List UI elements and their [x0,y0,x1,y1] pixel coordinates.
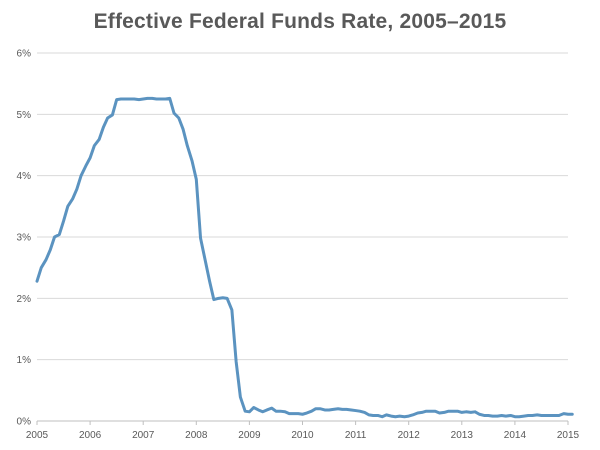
y-tick-label: 0% [17,417,32,428]
x-tick-label: 2007 [132,430,155,441]
chart-title: Effective Federal Funds Rate, 2005–2015 [93,10,507,33]
x-tick-labels: 2005 2006 2007 2008 2009 2010 2011 2012 2013 2014… [26,430,580,441]
series-layer [35,96,574,419]
y-tick-label: 1% [17,355,32,366]
x-tick-label: 2012 [398,430,421,441]
series-line [35,96,574,419]
x-tick-label: 2013 [451,430,474,441]
y-tick-labels: 0% 1% 2% 3% 4% 5% 6% [17,49,32,428]
y-tick-label: 3% [17,233,32,244]
x-tick-label: 2010 [291,430,314,441]
x-tick-label: 2005 [26,430,49,441]
x-tick-label: 2009 [238,430,261,441]
x-tick-label: 2014 [504,430,527,441]
y-tick-label: 4% [17,171,32,182]
x-tick-label: 2015 [557,430,580,441]
x-axis [36,420,569,425]
y-tick-label: 6% [17,49,32,60]
y-tick-label: 2% [17,294,32,305]
gridlines [37,52,568,361]
y-tick-label: 5% [17,110,32,121]
x-tick-label: 2006 [79,430,102,441]
x-tick-label: 2011 [345,430,367,441]
x-tick-label: 2008 [185,430,208,441]
